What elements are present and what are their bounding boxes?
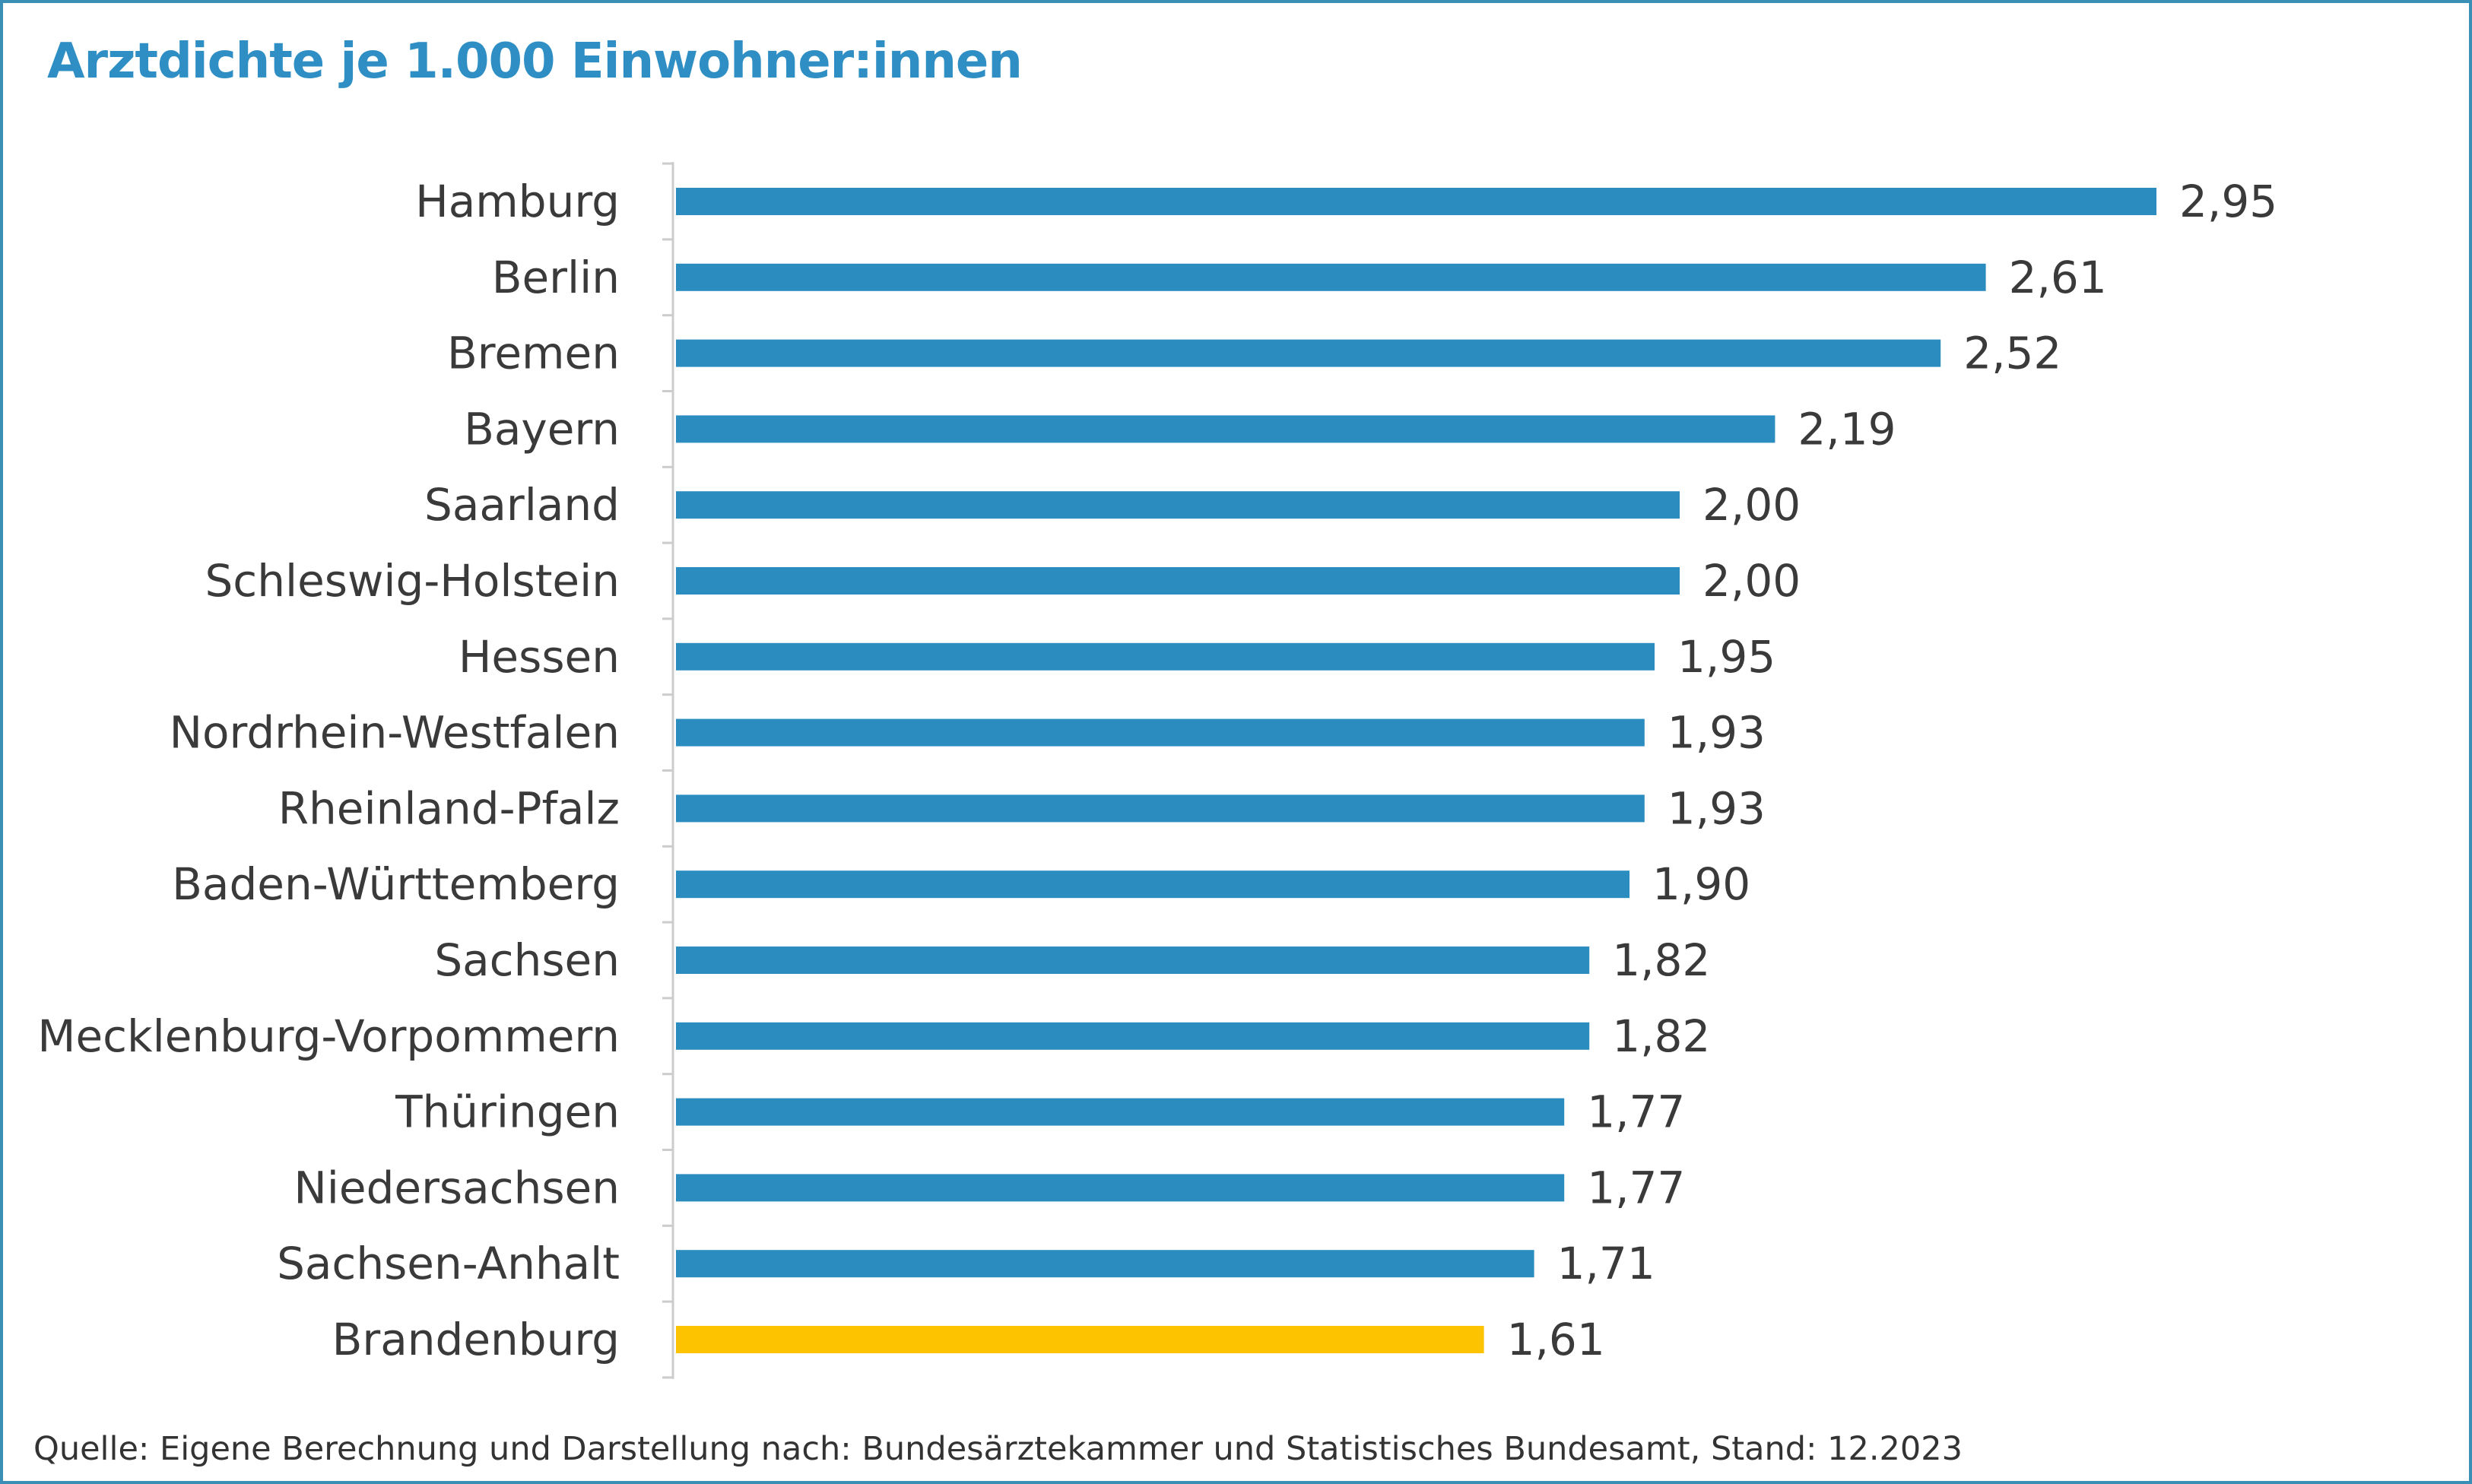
bar-schleswig-holstein	[676, 567, 1680, 595]
value-label: 1,77	[1587, 1162, 1685, 1213]
category-label: Thüringen	[395, 1086, 620, 1138]
category-label: Bremen	[447, 328, 620, 379]
value-label: 1,90	[1652, 858, 1750, 910]
bar-bremen	[676, 339, 1941, 367]
value-label: 1,82	[1612, 1010, 1710, 1062]
bar-sachsen	[676, 947, 1590, 974]
bar-bayern	[676, 415, 1775, 443]
category-label: Sachsen	[434, 934, 620, 986]
bar-nordrhein-westfalen	[676, 718, 1645, 747]
category-label: Brandenburg	[332, 1314, 620, 1365]
source-note: Quelle: Eigene Berechnung und Darstellun…	[33, 1430, 1963, 1468]
category-label: Niedersachsen	[294, 1162, 620, 1213]
category-label: Baden-Württemberg	[172, 858, 620, 910]
bar-berlin	[676, 263, 1986, 291]
value-label: 1,71	[1557, 1238, 1655, 1289]
bar-chart: Hamburg 2,95 Berlin 2,61 Bremen 2,52 Bayern 2,1…	[37, 162, 2277, 1379]
value-label: 1,93	[1668, 707, 1766, 759]
category-label: Hessen	[459, 631, 620, 683]
bar-baden-württemberg	[676, 870, 1629, 899]
category-label: Berlin	[492, 252, 620, 303]
value-label: 1,93	[1668, 782, 1766, 834]
category-label: Mecklenburg-Vorpommern	[37, 1010, 620, 1062]
bar-brandenburg	[676, 1326, 1484, 1353]
category-label: Nordrhein-Westfalen	[170, 707, 620, 759]
bar-thüringen	[676, 1098, 1565, 1126]
category-label: Bayern	[464, 403, 620, 455]
value-label: 2,95	[2179, 176, 2277, 227]
value-label: 2,52	[1963, 328, 2061, 379]
value-label: 1,61	[1507, 1314, 1605, 1365]
bar-niedersachsen	[676, 1174, 1565, 1202]
value-label: 1,82	[1612, 934, 1710, 986]
bar-saarland	[676, 491, 1680, 519]
chart-title: Arztdichte je 1.000 Einwohner:innen	[47, 33, 1023, 90]
bar-hessen	[676, 642, 1655, 671]
value-label: 1,95	[1677, 631, 1775, 683]
bar-hamburg	[676, 188, 2156, 215]
value-label: 2,00	[1702, 555, 1801, 607]
value-label: 2,61	[2009, 252, 2107, 303]
category-label: Hamburg	[415, 176, 620, 227]
category-label: Rheinland-Pfalz	[278, 782, 620, 834]
bar-rheinland-pfalz	[676, 794, 1645, 823]
value-label: 2,00	[1702, 479, 1801, 531]
bar-mecklenburg-vorpommern	[676, 1022, 1590, 1050]
bar-sachsen-anhalt	[676, 1250, 1534, 1278]
category-label: Schleswig-Holstein	[205, 555, 620, 607]
category-label: Sachsen-Anhalt	[277, 1238, 620, 1289]
value-label: 2,19	[1798, 403, 1896, 455]
category-label: Saarland	[424, 479, 620, 531]
value-label: 1,77	[1587, 1086, 1685, 1138]
